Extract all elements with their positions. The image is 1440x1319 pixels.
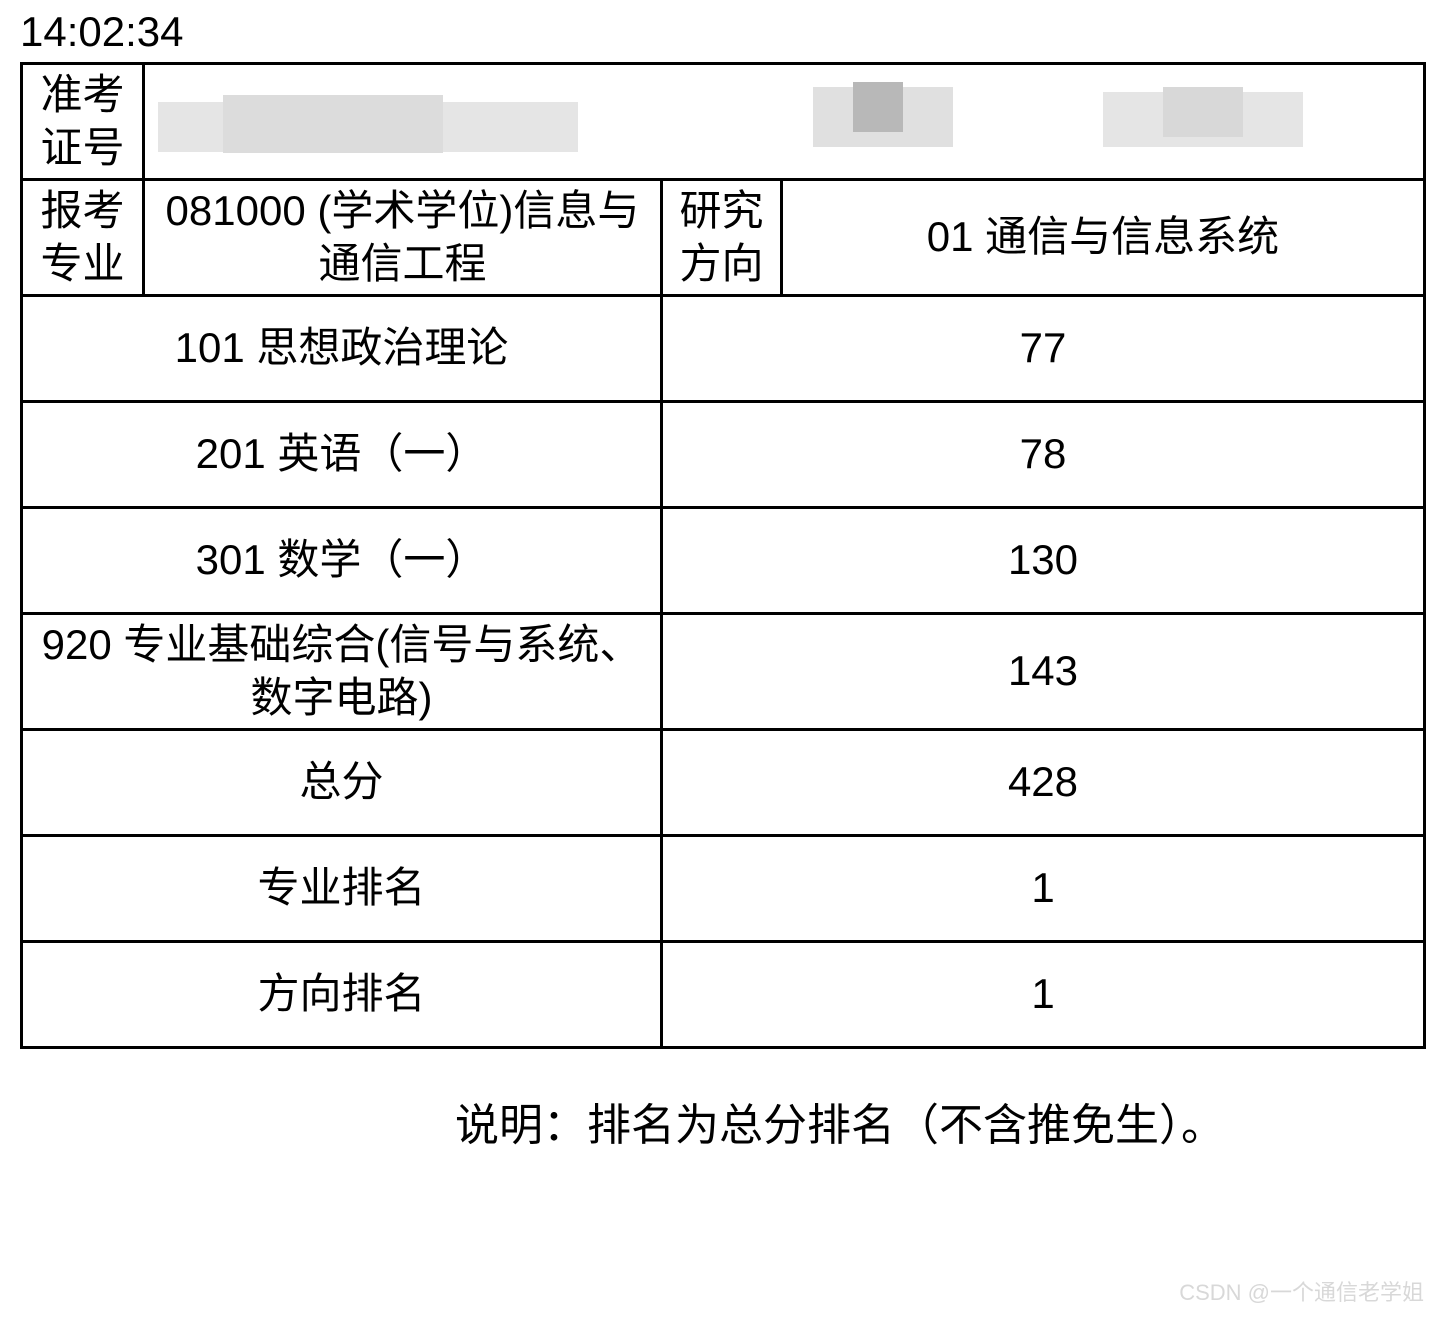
- major-label: 报考专业: [22, 180, 144, 296]
- major-rank-label: 专业排名: [22, 836, 662, 942]
- redacted-region: [153, 77, 1415, 167]
- subject-row: 101 思想政治理论 77: [22, 296, 1425, 402]
- subject-score: 143: [662, 614, 1425, 730]
- csdn-watermark: CSDN @一个通信老学姐: [1179, 1275, 1424, 1307]
- total-score: 428: [662, 730, 1425, 836]
- direction-label: 研究方向: [662, 180, 782, 296]
- ranking-note: 说明：排名为总分排名（不含推免生）。: [0, 1049, 1440, 1153]
- major-direction-row: 报考专业 081000 (学术学位)信息与通信工程 研究方向 01 通信与信息系…: [22, 180, 1425, 296]
- subject-name: 201 英语（一）: [22, 402, 662, 508]
- major-value: 081000 (学术学位)信息与通信工程: [143, 180, 661, 296]
- direction-rank-label: 方向排名: [22, 942, 662, 1048]
- subject-row: 201 英语（一） 78: [22, 402, 1425, 508]
- score-table: 准考证号 报考专业 081000 (学术学位)信息与通信工程 研究方向 01 通…: [20, 62, 1426, 1049]
- subject-row: 920 专业基础综合(信号与系统、数字电路) 143: [22, 614, 1425, 730]
- exam-id-label: 准考证号: [22, 64, 144, 180]
- subject-name: 101 思想政治理论: [22, 296, 662, 402]
- total-label: 总分: [22, 730, 662, 836]
- timestamp: 14:02:34: [0, 0, 1440, 56]
- redact-block: [223, 95, 443, 153]
- direction-rank-value: 1: [662, 942, 1425, 1048]
- exam-id-row: 准考证号: [22, 64, 1425, 180]
- redact-block: [853, 82, 903, 132]
- major-rank-value: 1: [662, 836, 1425, 942]
- redact-block: [1163, 87, 1243, 137]
- subject-row: 301 数学（一） 130: [22, 508, 1425, 614]
- subject-score: 130: [662, 508, 1425, 614]
- exam-id-value-redacted: [143, 64, 1424, 180]
- subject-name: 301 数学（一）: [22, 508, 662, 614]
- direction-value: 01 通信与信息系统: [782, 180, 1425, 296]
- total-row: 总分 428: [22, 730, 1425, 836]
- subject-name: 920 专业基础综合(信号与系统、数字电路): [22, 614, 662, 730]
- direction-rank-row: 方向排名 1: [22, 942, 1425, 1048]
- subject-score: 77: [662, 296, 1425, 402]
- major-rank-row: 专业排名 1: [22, 836, 1425, 942]
- subject-score: 78: [662, 402, 1425, 508]
